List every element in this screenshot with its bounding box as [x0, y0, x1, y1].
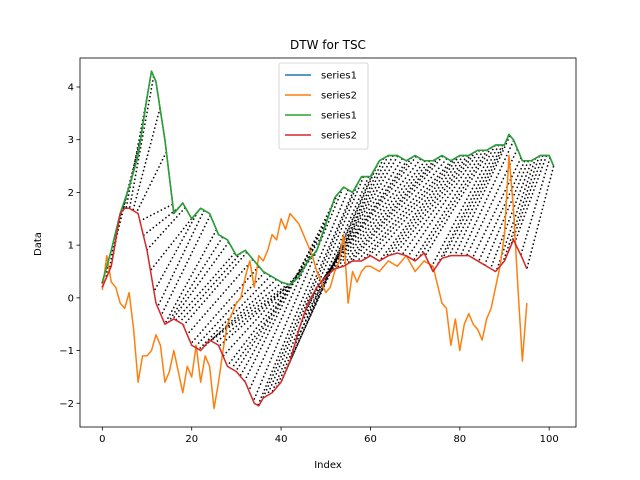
axes-frame: [79, 57, 577, 428]
y-tick-label: 1: [68, 241, 74, 252]
warping-line: [202, 278, 277, 349]
warping-line: [390, 155, 469, 256]
legend-label: series2: [321, 91, 357, 102]
series-line-3: [101, 70, 555, 286]
chart-title: DTW for TSC: [290, 38, 366, 52]
warping-line: [442, 144, 504, 259]
y-tick-label: 2: [68, 188, 74, 199]
warping-line: [351, 157, 439, 262]
x-tick-label: 40: [275, 434, 288, 445]
warping-line: [340, 160, 431, 268]
warping-line: [179, 252, 242, 323]
x-tick-label: 60: [364, 434, 377, 445]
series-line-2: [101, 154, 528, 410]
warping-line: [299, 155, 394, 326]
y-tick-label: −2: [59, 399, 74, 410]
warping-line: [401, 151, 477, 255]
warping-line: [395, 153, 473, 254]
warping-line: [330, 158, 422, 273]
warping-line: [526, 165, 555, 270]
warping-line: [156, 209, 205, 308]
warping-line: [346, 159, 435, 265]
warping-line: [294, 155, 389, 342]
warping-line: [257, 189, 349, 406]
y-tick-label: 0: [68, 293, 74, 304]
warping-line: [430, 144, 496, 268]
warping-line: [357, 155, 444, 262]
warping-line: [459, 140, 515, 256]
y-axis-label: Data: [33, 232, 44, 256]
warping-line: [373, 157, 456, 259]
warping-line: [477, 160, 526, 262]
warping-line: [121, 137, 142, 211]
warping-line: [182, 251, 248, 327]
warping-line: [198, 275, 272, 350]
y-tick-label: −1: [59, 346, 74, 357]
warping-line: [290, 158, 385, 359]
warping-line: [335, 160, 426, 269]
warping-line: [226, 257, 312, 367]
warping-line: [489, 160, 533, 269]
warping-line: [104, 259, 110, 280]
x-axis-label: Index: [314, 460, 342, 471]
warping-line: [424, 147, 492, 256]
warping-line: [135, 151, 168, 213]
warping-line: [471, 157, 522, 259]
warping-line: [448, 140, 507, 257]
warping-lines: [101, 76, 555, 406]
warping-line: [239, 220, 328, 377]
legend-box: [278, 62, 369, 150]
x-tick-label: 100: [540, 434, 559, 445]
warping-line: [501, 155, 540, 264]
x-axis: 0 20 40 60 80 100: [99, 427, 559, 445]
series-line-4: [101, 207, 528, 407]
warping-line: [514, 155, 548, 243]
warping-line: [320, 157, 413, 284]
x-tick-label: 20: [185, 434, 198, 445]
warping-line: [175, 252, 236, 321]
legend: series1 series2 series1 series2: [278, 62, 369, 150]
warping-line: [266, 181, 360, 397]
warping-line: [160, 214, 211, 316]
warping-line: [261, 190, 355, 400]
warping-line: [280, 170, 375, 383]
plot-area: [79, 57, 577, 428]
warping-line: [149, 218, 193, 272]
warping-line: [235, 236, 323, 372]
legend-label: series2: [321, 131, 357, 142]
warping-line: [407, 149, 481, 258]
warping-line: [186, 258, 254, 336]
warping-line: [222, 265, 306, 357]
warping-line: [218, 275, 300, 347]
warping-line: [194, 271, 266, 348]
warping-line: [146, 206, 186, 251]
x-tick-label: 0: [99, 434, 105, 445]
warping-line: [252, 187, 344, 402]
warping-line: [325, 155, 417, 278]
warping-line: [418, 149, 488, 258]
warping-line: [368, 160, 452, 258]
warping-line: [153, 211, 199, 292]
warping-line: [125, 95, 149, 209]
legend-label: series1: [321, 111, 357, 122]
warping-line: [171, 241, 230, 321]
warping-line: [384, 155, 465, 258]
x-tick-label: 80: [453, 434, 466, 445]
warping-line: [190, 265, 260, 345]
warping-line: [413, 149, 485, 261]
warping-line: [436, 144, 500, 266]
warping-line: [243, 204, 333, 382]
y-tick-label: 4: [68, 82, 74, 93]
warping-line: [132, 107, 161, 211]
warping-line: [520, 157, 551, 256]
legend-label: series1: [321, 71, 357, 82]
y-axis: −2 −1 0 1 2 3 4: [59, 82, 80, 410]
y-tick-label: 3: [68, 135, 74, 146]
warping-line: [206, 281, 283, 344]
warping-line: [483, 160, 530, 266]
warping-line: [167, 236, 224, 323]
